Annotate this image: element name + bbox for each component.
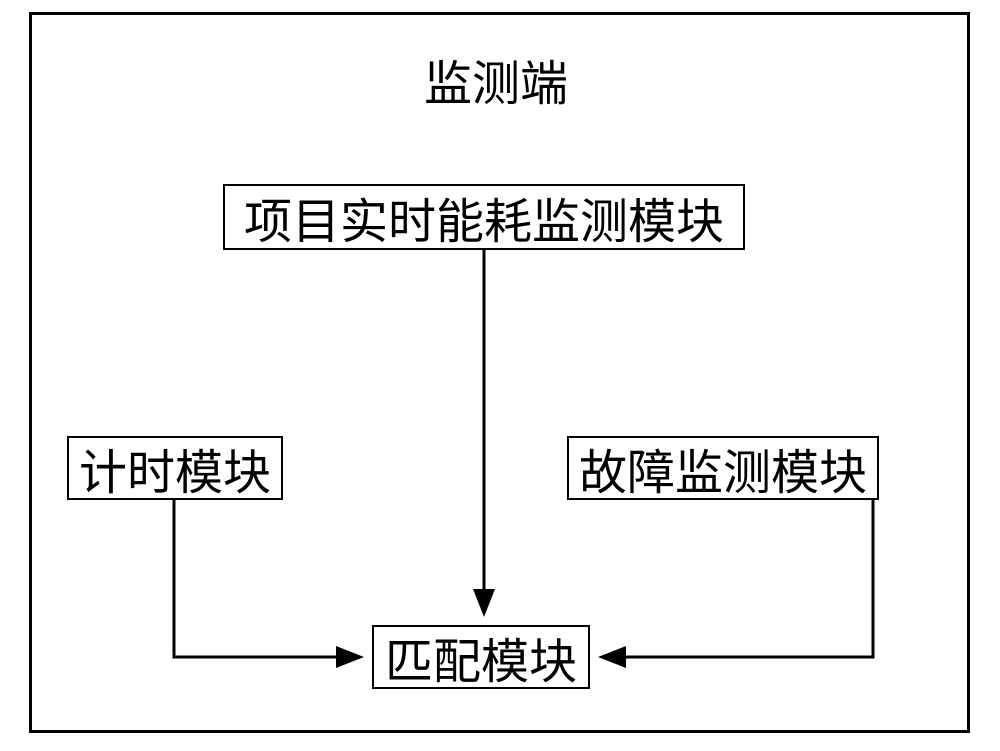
node-label: 项目实时能耗监测模块 <box>244 182 724 252</box>
node-timer-module: 计时模块 <box>67 436 283 500</box>
node-fault-monitor-module: 故障监测模块 <box>567 436 879 500</box>
node-realtime-energy-monitor: 项目实时能耗监测模块 <box>223 184 745 250</box>
node-label: 匹配模块 <box>385 622 577 692</box>
diagram-title: 监测端 <box>424 44 568 114</box>
node-label: 计时模块 <box>79 433 271 503</box>
diagram-canvas: 监测端 项目实时能耗监测模块 计时模块 故障监测模块 匹配模块 <box>0 0 1000 751</box>
node-label: 故障监测模块 <box>579 433 867 503</box>
node-matching-module: 匹配模块 <box>372 625 590 689</box>
